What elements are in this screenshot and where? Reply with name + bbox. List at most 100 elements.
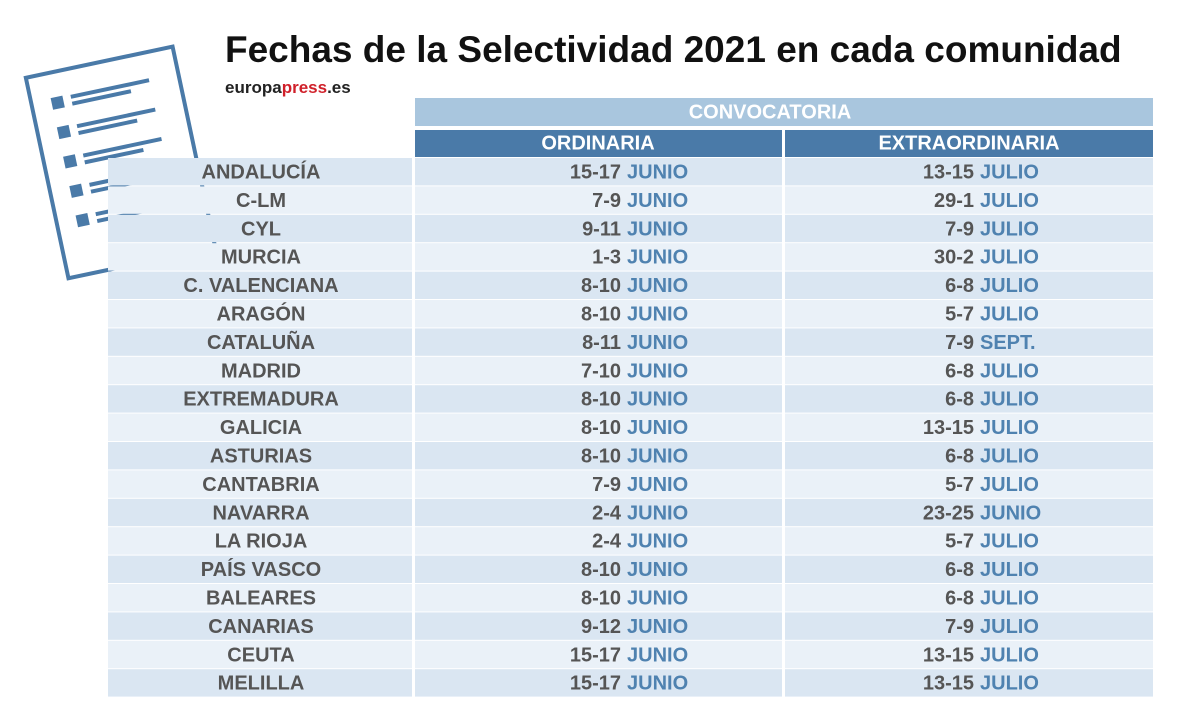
days: 30-2 xyxy=(934,247,974,269)
row-bg xyxy=(108,555,412,583)
region: MELILLA xyxy=(218,673,305,695)
row-bg xyxy=(108,271,412,299)
brand-part: press xyxy=(282,78,327,97)
row-bg xyxy=(108,584,412,612)
row-bg xyxy=(415,413,782,441)
row-bg xyxy=(108,300,412,328)
days: 13-15 xyxy=(923,673,974,695)
row-bg xyxy=(785,498,1153,527)
days: 8-10 xyxy=(581,303,621,325)
month: JUNIO xyxy=(627,502,688,524)
row-bg xyxy=(785,555,1153,583)
days: 7-9 xyxy=(945,332,974,354)
row-bg xyxy=(785,356,1153,385)
days: 7-10 xyxy=(581,360,621,382)
row-bg xyxy=(415,669,782,697)
month: JULIO xyxy=(980,587,1039,609)
row-bg xyxy=(108,385,412,413)
region: ASTURIAS xyxy=(210,445,312,467)
column-header-bg xyxy=(785,130,1153,157)
region: C-LM xyxy=(236,190,286,212)
row-bg xyxy=(415,612,782,640)
month: JUNIO xyxy=(627,616,688,638)
column-header: ORDINARIA xyxy=(541,132,654,154)
row-bg xyxy=(785,385,1153,413)
brand-part: .es xyxy=(327,78,351,97)
month: JUNIO xyxy=(627,247,688,269)
row-bg xyxy=(785,300,1153,328)
row-bg xyxy=(108,470,412,498)
month: JUNIO xyxy=(980,502,1041,524)
month: JULIO xyxy=(980,389,1039,411)
month: JULIO xyxy=(980,161,1039,183)
row-bg xyxy=(415,158,782,186)
region: MADRID xyxy=(221,360,301,382)
month: JULIO xyxy=(980,474,1039,496)
days: 7-9 xyxy=(592,474,621,496)
row-bg xyxy=(785,243,1153,271)
row-bg xyxy=(415,186,782,214)
region: CEUTA xyxy=(227,644,294,666)
region: CATALUÑA xyxy=(207,331,315,354)
row-bg xyxy=(415,498,782,527)
month: JULIO xyxy=(980,190,1039,212)
row-bg xyxy=(785,413,1153,441)
row-bg xyxy=(108,669,412,697)
month: JULIO xyxy=(980,531,1039,553)
table-body: ANDALUCÍA 15-17 JUNIO 13-15 JULIO C-LM 7-9 JUNI… xyxy=(108,158,1153,697)
days: 7-9 xyxy=(945,218,974,240)
days: 6-8 xyxy=(945,445,974,467)
days: 1-3 xyxy=(592,247,621,269)
row-bg xyxy=(108,186,412,214)
row-bg xyxy=(415,214,782,243)
month: JUNIO xyxy=(627,417,688,439)
days: 9-12 xyxy=(581,616,621,638)
month: JUNIO xyxy=(627,332,688,354)
days: 15-17 xyxy=(570,673,621,695)
row-bg xyxy=(108,158,412,186)
days: 8-10 xyxy=(581,587,621,609)
month: JUNIO xyxy=(627,474,688,496)
row-bg xyxy=(108,527,412,555)
row-bg xyxy=(785,271,1153,299)
days: 8-10 xyxy=(581,559,621,581)
region: GALICIA xyxy=(220,417,302,439)
row-bg xyxy=(785,328,1153,356)
row-bg xyxy=(108,498,412,527)
days: 5-7 xyxy=(945,303,974,325)
region: C. VALENCIANA xyxy=(183,275,338,297)
month: JULIO xyxy=(980,360,1039,382)
row-bg xyxy=(108,612,412,640)
row-bg xyxy=(785,214,1153,243)
month: JUNIO xyxy=(627,303,688,325)
month: JUNIO xyxy=(627,673,688,695)
row-bg xyxy=(415,584,782,612)
region: CYL xyxy=(241,218,281,240)
days: 13-15 xyxy=(923,644,974,666)
month: SEPT. xyxy=(980,332,1036,354)
row-bg xyxy=(415,527,782,555)
column-header-bg xyxy=(415,130,782,157)
row-bg xyxy=(415,328,782,356)
row-bg xyxy=(415,385,782,413)
region: EXTREMADURA xyxy=(183,389,339,411)
group-header: CONVOCATORIA xyxy=(689,101,852,123)
days: 7-9 xyxy=(945,616,974,638)
row-bg xyxy=(415,300,782,328)
column-header: EXTRAORDINARIA xyxy=(878,132,1059,154)
days: 6-8 xyxy=(945,587,974,609)
month: JULIO xyxy=(980,445,1039,467)
row-bg xyxy=(108,243,412,271)
days: 13-15 xyxy=(923,417,974,439)
month: JUNIO xyxy=(627,587,688,609)
month: JUNIO xyxy=(627,218,688,240)
region: CANARIAS xyxy=(208,616,314,638)
days: 6-8 xyxy=(945,559,974,581)
days: 2-4 xyxy=(592,502,622,524)
days: 8-10 xyxy=(581,417,621,439)
row-bg xyxy=(108,640,412,669)
row-bg xyxy=(785,612,1153,640)
row-bg xyxy=(415,470,782,498)
row-bg xyxy=(415,640,782,669)
region: MURCIA xyxy=(221,247,301,269)
